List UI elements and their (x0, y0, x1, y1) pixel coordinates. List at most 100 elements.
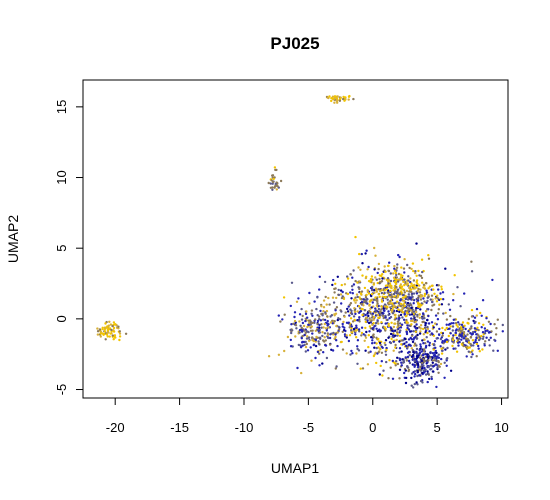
data-point (430, 321, 434, 324)
data-point (293, 315, 296, 319)
data-point (356, 295, 359, 299)
data-point (379, 364, 382, 368)
data-point (469, 332, 472, 335)
data-point (293, 311, 297, 314)
data-point (435, 284, 439, 287)
data-point (352, 97, 355, 101)
data-point (399, 292, 402, 295)
data-point (124, 332, 128, 335)
data-point (439, 337, 443, 341)
data-point (461, 332, 464, 335)
data-point (466, 333, 469, 336)
data-point (379, 289, 382, 293)
data-point (393, 313, 396, 317)
data-point (304, 312, 308, 316)
data-point (407, 307, 410, 310)
data-point (402, 339, 405, 342)
data-point (368, 325, 372, 328)
data-point (424, 355, 427, 359)
data-point (455, 328, 458, 331)
data-point (329, 315, 332, 318)
data-point (334, 309, 337, 312)
data-point (384, 343, 387, 347)
data-point (416, 333, 419, 337)
plot-frame (82, 79, 509, 399)
data-point (415, 357, 418, 360)
data-point (403, 258, 406, 261)
data-point (436, 366, 439, 369)
data-point (423, 338, 426, 341)
data-point (386, 298, 389, 301)
data-point (364, 318, 367, 321)
data-point (416, 371, 419, 374)
data-point (339, 97, 342, 101)
data-point (434, 322, 437, 325)
data-point (425, 282, 428, 285)
data-point (360, 252, 363, 256)
data-point (417, 287, 420, 291)
data-point (389, 306, 392, 309)
data-point (413, 359, 416, 363)
data-point (355, 324, 358, 327)
data-point (373, 325, 376, 328)
data-point (439, 345, 442, 348)
data-point (382, 287, 386, 290)
data-point (378, 316, 381, 319)
data-point (337, 288, 340, 292)
data-point (318, 323, 321, 327)
data-point (347, 339, 351, 343)
data-point (432, 348, 435, 351)
data-point (426, 308, 429, 311)
data-point (410, 323, 413, 326)
data-point (387, 310, 390, 313)
data-point (349, 291, 352, 294)
data-point (343, 99, 346, 102)
data-point (471, 330, 475, 334)
data-point (484, 329, 487, 333)
data-point (400, 285, 404, 288)
data-point (321, 331, 324, 334)
data-point (392, 289, 395, 292)
data-point (394, 282, 398, 286)
data-point (471, 339, 475, 342)
data-point (417, 299, 420, 302)
data-point (295, 300, 299, 303)
data-point (400, 350, 403, 353)
data-point (267, 355, 271, 358)
data-point (401, 274, 404, 277)
data-point (381, 273, 384, 276)
data-point (483, 327, 487, 330)
data-point (397, 308, 400, 311)
data-point (420, 304, 423, 307)
data-point (475, 355, 478, 358)
data-point (437, 364, 440, 367)
data-point (333, 320, 336, 323)
data-point (358, 310, 362, 313)
data-point (335, 306, 339, 309)
data-point (389, 286, 392, 289)
data-point (416, 383, 419, 386)
data-point (318, 352, 321, 355)
data-point (299, 324, 302, 327)
data-point (105, 333, 109, 336)
data-point (346, 292, 350, 296)
data-point (426, 353, 429, 356)
data-point (378, 295, 381, 298)
data-point (365, 293, 368, 297)
data-point (305, 330, 309, 333)
data-point (355, 326, 358, 329)
data-point (425, 291, 429, 294)
data-point (411, 311, 414, 314)
data-point (292, 322, 295, 325)
data-point (328, 336, 332, 340)
data-point (428, 341, 431, 345)
data-point (392, 325, 396, 329)
data-point (298, 331, 301, 334)
data-point (422, 349, 426, 353)
data-point (449, 314, 452, 318)
data-point (317, 342, 321, 345)
data-point (402, 311, 405, 314)
data-point (494, 333, 498, 336)
data-point (442, 312, 445, 315)
data-point (384, 353, 388, 356)
